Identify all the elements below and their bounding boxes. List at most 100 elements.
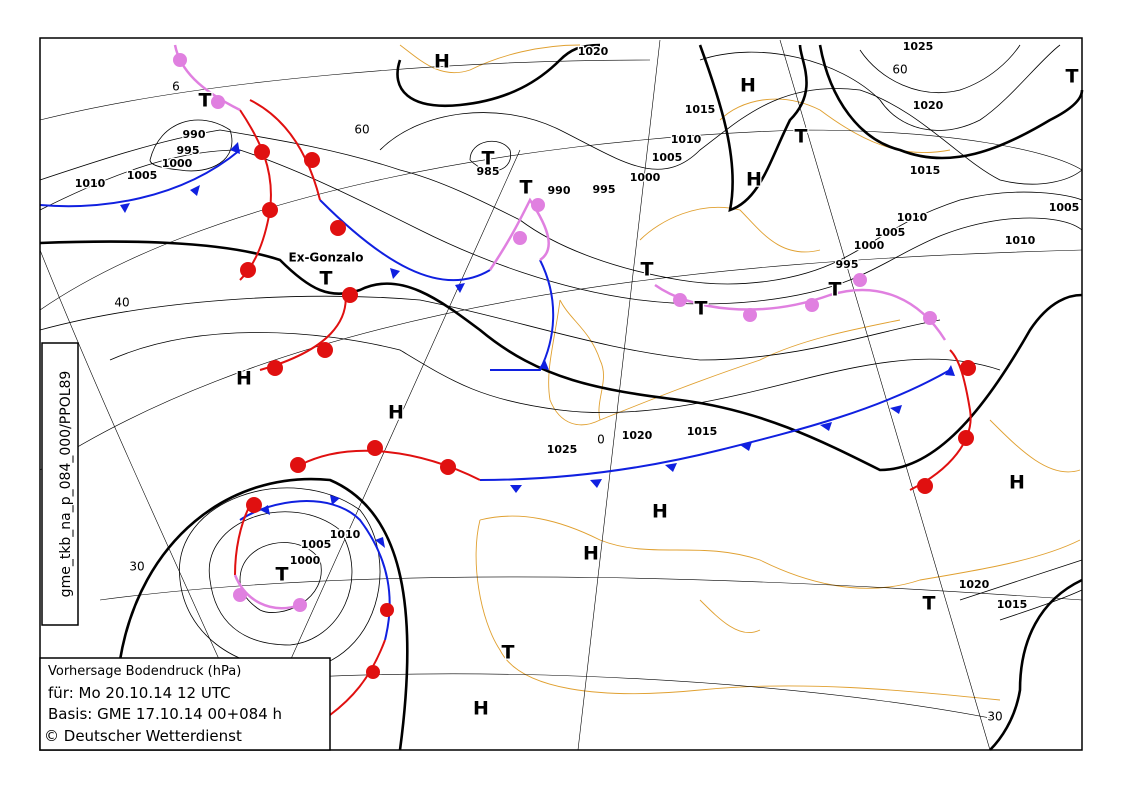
side-label-box bbox=[41, 342, 79, 626]
isobar bbox=[109, 332, 1001, 414]
high-pressure: H bbox=[583, 543, 599, 565]
low-pressure: T bbox=[520, 177, 533, 199]
isobar-label: 985 bbox=[477, 165, 500, 178]
legend-box bbox=[39, 657, 331, 751]
occluded-front-symbol bbox=[923, 311, 937, 325]
isobar-label: 1025 bbox=[903, 40, 934, 53]
front-symbols bbox=[240, 144, 976, 679]
isobar bbox=[149, 119, 233, 172]
low-pressure: T bbox=[695, 298, 708, 320]
occluded-front-symbol bbox=[673, 293, 687, 307]
high-pressure: H bbox=[740, 75, 756, 97]
isobar-label: 1020 bbox=[578, 45, 609, 58]
occluded-front-symbol bbox=[805, 298, 819, 312]
isobar bbox=[208, 511, 353, 646]
warm-front-symbol bbox=[917, 478, 933, 494]
isobar-label: 1010 bbox=[671, 133, 702, 146]
graticule-label: 60 bbox=[892, 63, 907, 77]
warm-front-symbol bbox=[342, 287, 358, 303]
legend-line: Basis: GME 17.10.14 00+084 h bbox=[48, 705, 282, 723]
high-pressure: H bbox=[388, 402, 404, 424]
occluded-front-symbol bbox=[513, 231, 527, 245]
low-pressure: T bbox=[199, 90, 212, 112]
high-pressure: H bbox=[746, 169, 762, 191]
warm-front-symbol bbox=[317, 342, 333, 358]
isobar-label: 1000 bbox=[162, 157, 193, 170]
low-pressure: T bbox=[795, 126, 808, 148]
isobar-label: 1000 bbox=[630, 171, 661, 184]
high-pressure: H bbox=[236, 368, 252, 390]
warm-front-symbol bbox=[246, 497, 262, 513]
occluded-front bbox=[173, 44, 947, 610]
occluded-front-symbol bbox=[173, 53, 187, 67]
isobar-label: 990 bbox=[183, 128, 206, 141]
system-name: Ex-Gonzalo bbox=[289, 251, 364, 265]
warm-front-symbol bbox=[304, 152, 320, 168]
isobar bbox=[39, 295, 941, 361]
legend-line: für: Mo 20.10.14 12 UTC bbox=[48, 684, 231, 702]
isobar-bold bbox=[818, 44, 1084, 160]
low-pressure: T bbox=[1066, 66, 1079, 88]
map-labels: 1020 102510201015101010051000995990985990… bbox=[73, 39, 1080, 725]
low-pressure: T bbox=[502, 642, 515, 664]
occluded-front-symbol bbox=[853, 273, 867, 287]
low-pressure: T bbox=[641, 259, 654, 281]
high-pressure: H bbox=[652, 501, 668, 523]
occluded-front-symbol bbox=[233, 588, 247, 602]
isobar-label: 1005 bbox=[875, 226, 906, 239]
isobar bbox=[859, 44, 1021, 93]
isobar bbox=[239, 542, 322, 613]
isobar-label: 1005 bbox=[127, 169, 158, 182]
coastline bbox=[399, 44, 1081, 701]
isobar bbox=[469, 141, 512, 172]
isobar-label: 990 bbox=[548, 184, 571, 197]
isobar-bold bbox=[396, 43, 601, 108]
cold-front bbox=[39, 149, 951, 641]
isobar-label: 1005 bbox=[1049, 201, 1080, 214]
isobar-label: 1015 bbox=[910, 164, 941, 177]
warm-front-symbol bbox=[380, 603, 394, 617]
isobar-label: 1000 bbox=[854, 239, 885, 252]
isobar-label: 1015 bbox=[687, 425, 718, 438]
high-pressure: H bbox=[434, 51, 450, 73]
isobar bbox=[379, 88, 1083, 185]
isobar-label: 1015 bbox=[685, 103, 716, 116]
isobar-label: 1005 bbox=[652, 151, 683, 164]
occluded-front-symbol bbox=[531, 198, 545, 212]
isobar-label: 995 bbox=[177, 144, 200, 157]
isobar-label: 1010 bbox=[330, 528, 361, 541]
legend-line: © Deutscher Wetterdienst bbox=[44, 727, 242, 745]
graticule-label: 40 bbox=[114, 296, 129, 310]
isobar-label: 995 bbox=[836, 258, 859, 271]
occluded-front-symbol bbox=[743, 308, 757, 322]
low-pressure: T bbox=[829, 279, 842, 301]
isobar-label: 1010 bbox=[75, 177, 106, 190]
isobar-label: 1015 bbox=[997, 598, 1028, 611]
warm-front-symbol bbox=[960, 360, 976, 376]
warm-front-symbol bbox=[262, 202, 278, 218]
isobar-bold bbox=[118, 477, 409, 751]
warm-front-symbol bbox=[440, 459, 456, 475]
isobar-bold bbox=[39, 240, 1083, 472]
isobar bbox=[699, 44, 1061, 131]
isobar-bold bbox=[989, 578, 1083, 751]
side-label: gme_tkb_na_p_084_000/PPOL89 bbox=[58, 371, 74, 598]
isobar-label: 1025 bbox=[547, 443, 578, 456]
map-frame bbox=[39, 37, 1083, 751]
graticule-label: 30 bbox=[129, 560, 144, 574]
warm-front-symbol bbox=[958, 430, 974, 446]
occluded-front-symbol bbox=[211, 95, 225, 109]
graticule-label: 0 bbox=[597, 433, 605, 447]
occluded-front-symbol bbox=[293, 598, 307, 612]
isobar bbox=[959, 559, 1083, 621]
isobar-label: 1000 bbox=[290, 554, 321, 567]
high-pressure: H bbox=[473, 698, 489, 720]
warm-front-symbol bbox=[290, 457, 306, 473]
warm-front-symbol bbox=[240, 262, 256, 278]
isobar-label: 1005 bbox=[301, 538, 332, 551]
graticule-label: 30 bbox=[987, 710, 1002, 724]
graticule bbox=[39, 39, 1083, 751]
low-pressure: T bbox=[320, 268, 333, 290]
warm-front-symbol bbox=[254, 144, 270, 160]
